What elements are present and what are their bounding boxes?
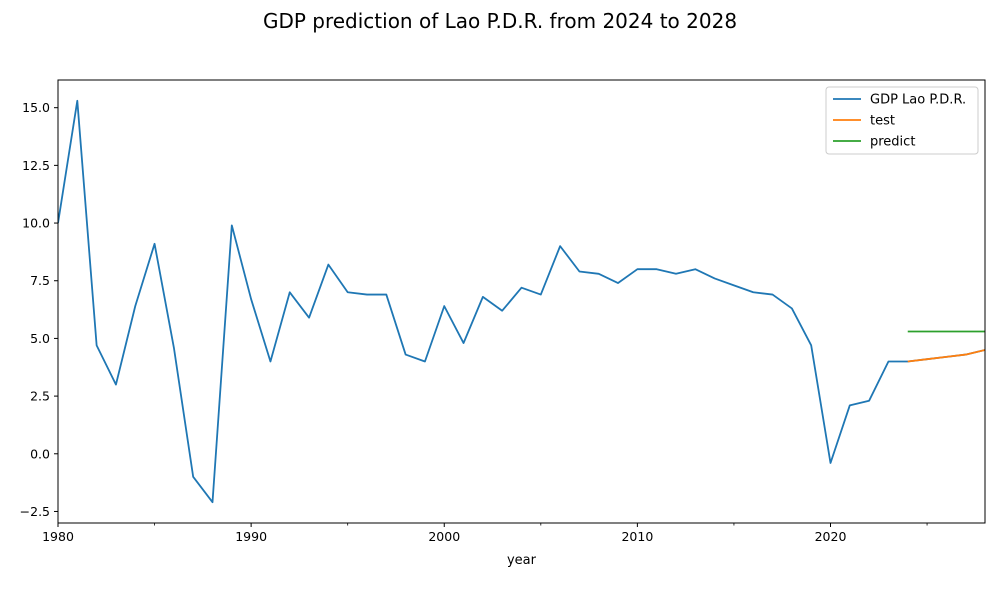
y-tick-label: 10.0 bbox=[22, 216, 50, 231]
x-tick-label: 2020 bbox=[815, 529, 847, 544]
y-tick-label: 0.0 bbox=[30, 446, 50, 461]
chart-title: GDP prediction of Lao P.D.R. from 2024 t… bbox=[263, 9, 737, 33]
plot-area bbox=[57, 79, 986, 524]
y-tick-label: 7.5 bbox=[30, 273, 50, 288]
series-line-1 bbox=[58, 99, 985, 504]
series-layer bbox=[58, 99, 985, 504]
axes-frame bbox=[57, 79, 986, 524]
y-tick-label: 15.0 bbox=[22, 100, 50, 115]
series-line-2 bbox=[907, 349, 985, 363]
x-axis-label: year bbox=[507, 553, 537, 568]
y-axis-ticks: −2.5 0.0 2.5 5.0 7.5 10.0 12.5 15.0 bbox=[20, 100, 58, 519]
y-tick-label: 2.5 bbox=[30, 389, 50, 404]
legend: GDP Lao P.D.R. test predict bbox=[825, 86, 979, 155]
legend-frame bbox=[825, 86, 979, 155]
y-tick-label: 5.0 bbox=[30, 331, 50, 346]
x-tick-label: 1990 bbox=[235, 529, 267, 544]
y-tick-label: 12.5 bbox=[22, 158, 50, 173]
x-axis-ticks: 1980 1990 2000 2010 2020 bbox=[42, 523, 928, 544]
x-tick-label: 1980 bbox=[42, 529, 74, 544]
legend-label-2: test bbox=[870, 114, 895, 129]
legend-label-3: predict bbox=[870, 135, 915, 150]
legend-label-1: GDP Lao P.D.R. bbox=[870, 93, 966, 108]
y-tick-label: −2.5 bbox=[20, 504, 50, 519]
x-tick-label: 2000 bbox=[428, 529, 460, 544]
x-tick-label: 2010 bbox=[621, 529, 653, 544]
